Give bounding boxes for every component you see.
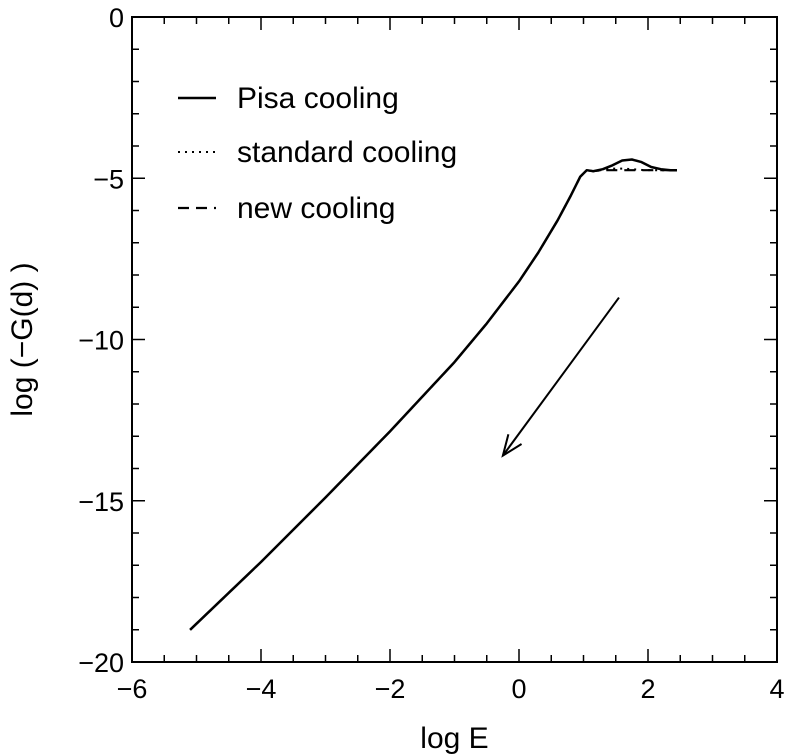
- x-tick-label: 4: [769, 674, 784, 704]
- y-tick-label: −5: [93, 164, 124, 194]
- legend-label: new cooling: [237, 192, 395, 225]
- legend-label: Pisa cooling: [237, 82, 399, 115]
- x-tick-label: 2: [640, 674, 655, 704]
- arrow-head: [501, 434, 523, 458]
- x-axis-label: log E: [420, 722, 488, 755]
- y-axis-label: log (−G(d) ): [6, 262, 39, 416]
- arrow-shaft: [502, 296, 620, 457]
- x-tick-label: 0: [511, 674, 526, 704]
- y-tick-label: −15: [78, 487, 124, 517]
- x-tick-label: −2: [375, 674, 406, 704]
- y-tick-label: 0: [109, 3, 124, 33]
- x-tick-label: −6: [117, 674, 148, 704]
- legend-label: standard cooling: [237, 136, 457, 169]
- y-tick-label: −20: [78, 648, 124, 678]
- x-tick-label: −4: [246, 674, 277, 704]
- plot-frame: [131, 16, 778, 663]
- series-line-solid: [189, 158, 677, 631]
- y-tick-label: −10: [78, 326, 124, 356]
